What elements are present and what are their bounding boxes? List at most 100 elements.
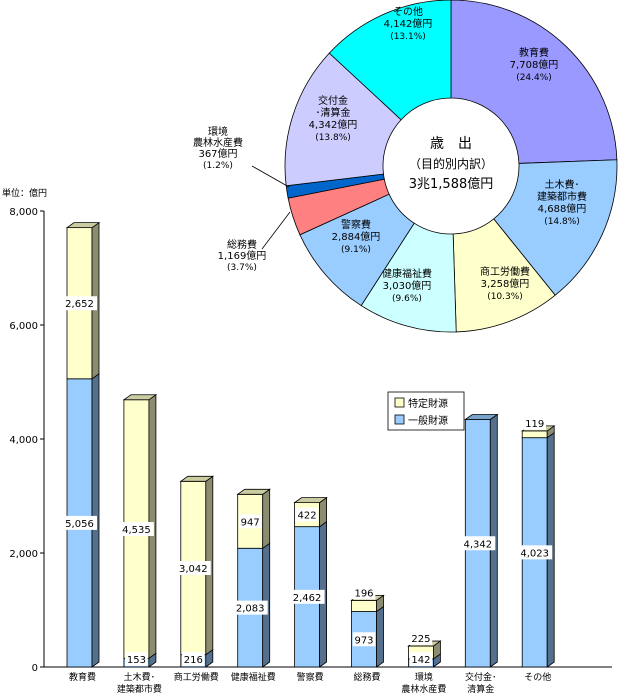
slice-label: (9.6%)	[392, 294, 422, 304]
data-label: 216	[184, 655, 203, 666]
legend-label: 特定財源	[408, 397, 448, 410]
leader-line	[251, 165, 290, 188]
bar-segment-general-side	[376, 605, 384, 668]
slice-label: 2,884億円	[332, 230, 381, 243]
slice-label: 商工労働費	[480, 265, 530, 278]
bar-top	[464, 414, 499, 420]
slice-label: 農林水産費	[193, 136, 243, 149]
category-label: 総務費	[353, 671, 380, 683]
slice-label: 交付金	[318, 94, 348, 107]
slice-label: 教育費	[519, 46, 549, 59]
data-label: 422	[298, 511, 317, 522]
data-label-bg	[175, 560, 211, 575]
data-label: 142	[411, 655, 430, 666]
bar-top	[293, 497, 328, 504]
bar-top	[65, 222, 101, 229]
pie-slice	[284, 52, 402, 187]
slice-label: (9.1%)	[341, 245, 371, 255]
data-label-bg	[125, 652, 148, 666]
slice-label: 健康福祉費	[382, 267, 432, 280]
slice-label: ･清算金	[316, 106, 351, 119]
category-label: 警察費	[297, 671, 324, 683]
data-label-bg	[62, 296, 97, 311]
slice-label: 4,342億円	[309, 118, 358, 131]
category-label: その他	[524, 671, 551, 683]
slice-label: 建築都市費	[537, 190, 587, 203]
y-tick-label: 4,000	[9, 435, 38, 446]
category-label: 農林水産費	[401, 683, 446, 694]
data-label-bg	[238, 514, 262, 529]
bar-top	[236, 488, 271, 495]
category-label: 環境	[415, 671, 433, 683]
data-label: 2,083	[236, 604, 265, 615]
legend-label: 一般財源	[408, 414, 448, 427]
category-label: 清算金	[467, 683, 494, 694]
data-label: 4,342	[463, 539, 492, 550]
data-label: 4,023	[520, 548, 549, 559]
slice-label: 環境	[208, 125, 228, 138]
pie-slice	[328, 0, 452, 121]
slice-label: (10.3%)	[487, 292, 523, 302]
category-label: 健康福祉費	[231, 671, 276, 683]
data-label: 4,535	[122, 525, 151, 536]
pie-slice	[450, 0, 618, 164]
slice-label: 警察費	[341, 218, 371, 231]
data-label-bg	[118, 522, 154, 537]
center-text: 3兆1,588億円	[409, 176, 494, 192]
slice-label: 7,708億円	[510, 58, 559, 71]
slice-label: その他	[393, 5, 423, 18]
bar-top	[179, 475, 215, 482]
data-label: 3,042	[179, 564, 208, 575]
slice-label: 4,688億円	[538, 202, 587, 215]
data-label: 947	[241, 517, 260, 528]
legend-swatch	[394, 414, 405, 425]
legend-swatch	[394, 397, 405, 408]
slice-label: 3,258億円	[481, 277, 530, 290]
category-label: 商工労働費	[174, 671, 219, 683]
center-text: 歳 出	[430, 136, 472, 152]
slice-label: (13.1%)	[390, 32, 426, 42]
pie-slice	[493, 159, 618, 296]
slice-label: 1,169億円	[218, 249, 267, 262]
data-label: 2,462	[293, 593, 322, 604]
data-label: 2,652	[65, 299, 94, 310]
data-label-bg	[289, 589, 325, 604]
y-tick-label: 8,000	[9, 207, 38, 218]
slice-label: 4,142億円	[384, 17, 433, 30]
data-label-bg	[182, 652, 205, 666]
data-label: 225	[411, 634, 430, 645]
leader-line	[261, 211, 291, 250]
data-label-bg	[232, 600, 268, 615]
data-label-bg	[409, 631, 433, 646]
data-label: 119	[525, 419, 544, 430]
data-label-bg	[460, 536, 496, 551]
data-label-bg	[517, 545, 553, 560]
bar-segment-specific	[521, 430, 548, 439]
bar-segment-specific-side	[262, 488, 271, 550]
bar-segment-specific	[351, 599, 377, 612]
y-tick-label: 2,000	[9, 549, 38, 560]
category-label: 土木費･	[124, 671, 156, 683]
category-label: 教育費	[69, 671, 96, 683]
bar-top	[122, 394, 158, 401]
data-label-bg	[352, 632, 376, 647]
slice-label: (14.8%)	[544, 217, 580, 227]
category-label: 交付金･	[465, 671, 497, 683]
category-label: 建築都市費	[117, 683, 162, 694]
slice-label: (1.2%)	[203, 161, 233, 171]
data-label-bg	[295, 507, 319, 522]
unit-label: 単位：億円	[2, 187, 47, 199]
data-label-bg	[62, 515, 97, 530]
slice-label: (3.7%)	[227, 263, 257, 273]
center-text: （目的別内訳）	[409, 156, 493, 171]
data-label: 5,056	[65, 519, 94, 530]
slice-label: (13.8%)	[315, 133, 351, 143]
data-label: 196	[354, 588, 373, 599]
slice-label: 3,030億円	[383, 279, 432, 292]
data-label: 973	[354, 635, 373, 646]
slice-label: 総務費	[227, 238, 257, 251]
